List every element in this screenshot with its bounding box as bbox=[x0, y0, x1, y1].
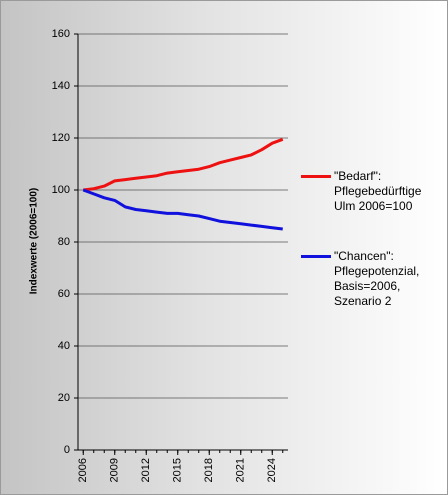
x-tick-label: 2021 bbox=[235, 458, 247, 482]
series-line bbox=[83, 137, 284, 192]
legend-item: "Bedarf": Pflegebedürftige Ulm 2006=100 bbox=[301, 169, 444, 214]
x-tick-label: 2015 bbox=[172, 458, 184, 482]
y-tick-label: 40 bbox=[58, 340, 70, 352]
y-axis-label: Indexwerte (2006=100) bbox=[29, 188, 40, 294]
y-tick-label: 80 bbox=[58, 236, 70, 248]
y-tick-label: 20 bbox=[58, 392, 70, 404]
x-tick-label: 2012 bbox=[140, 458, 152, 482]
x-tick-label: 2006 bbox=[77, 458, 89, 482]
y-tick-label: 0 bbox=[64, 444, 70, 456]
legend-item: "Chancen": Pflegepotenzial, Basis=2006, … bbox=[301, 249, 444, 309]
y-tick-label: 100 bbox=[52, 184, 70, 196]
x-tick-label: 2024 bbox=[266, 458, 278, 482]
y-tick-label: 120 bbox=[52, 132, 70, 144]
y-tick-label: 60 bbox=[58, 288, 70, 300]
y-tick-label: 160 bbox=[52, 28, 70, 40]
legend-swatch bbox=[301, 255, 331, 258]
legend-label: "Chancen": Pflegepotenzial, Basis=2006, … bbox=[334, 249, 420, 308]
y-tick-label: 140 bbox=[52, 80, 70, 92]
x-tick-label: 2018 bbox=[203, 458, 215, 482]
series-line bbox=[82, 188, 283, 231]
x-tick-label: 2009 bbox=[109, 458, 121, 482]
legend-swatch bbox=[301, 175, 331, 178]
legend-label: "Bedarf": Pflegebedürftige Ulm 2006=100 bbox=[334, 169, 422, 213]
